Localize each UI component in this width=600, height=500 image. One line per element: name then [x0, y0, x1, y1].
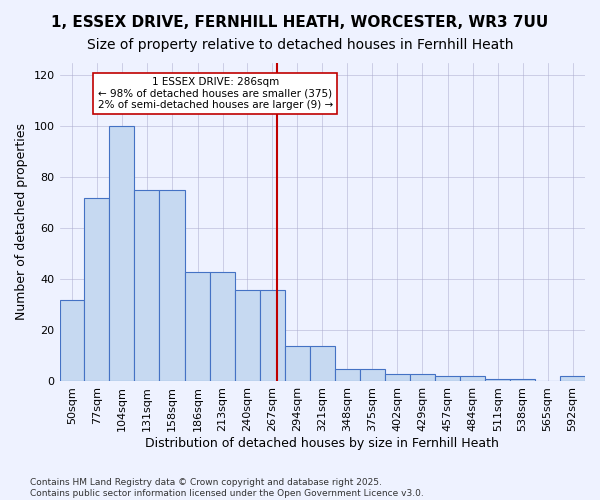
Bar: [210, 272, 235, 382]
Bar: [185, 272, 210, 382]
Bar: [485, 379, 510, 382]
Text: Contains HM Land Registry data © Crown copyright and database right 2025.
Contai: Contains HM Land Registry data © Crown c…: [30, 478, 424, 498]
Text: 1, ESSEX DRIVE, FERNHILL HEATH, WORCESTER, WR3 7UU: 1, ESSEX DRIVE, FERNHILL HEATH, WORCESTE…: [52, 15, 548, 30]
Bar: [310, 346, 335, 382]
Y-axis label: Number of detached properties: Number of detached properties: [15, 124, 28, 320]
X-axis label: Distribution of detached houses by size in Fernhill Heath: Distribution of detached houses by size …: [145, 437, 499, 450]
Bar: [335, 368, 359, 382]
Bar: [359, 368, 385, 382]
Bar: [85, 198, 109, 382]
Bar: [159, 190, 185, 382]
Text: 1 ESSEX DRIVE: 286sqm
← 98% of detached houses are smaller (375)
2% of semi-deta: 1 ESSEX DRIVE: 286sqm ← 98% of detached …: [98, 77, 333, 110]
Bar: [59, 300, 85, 382]
Bar: [235, 290, 260, 382]
Bar: [410, 374, 436, 382]
Bar: [260, 290, 285, 382]
Bar: [109, 126, 134, 382]
Bar: [510, 379, 535, 382]
Bar: [385, 374, 410, 382]
Text: Size of property relative to detached houses in Fernhill Heath: Size of property relative to detached ho…: [87, 38, 513, 52]
Bar: [460, 376, 485, 382]
Bar: [285, 346, 310, 382]
Bar: [560, 376, 585, 382]
Bar: [134, 190, 159, 382]
Bar: [436, 376, 460, 382]
